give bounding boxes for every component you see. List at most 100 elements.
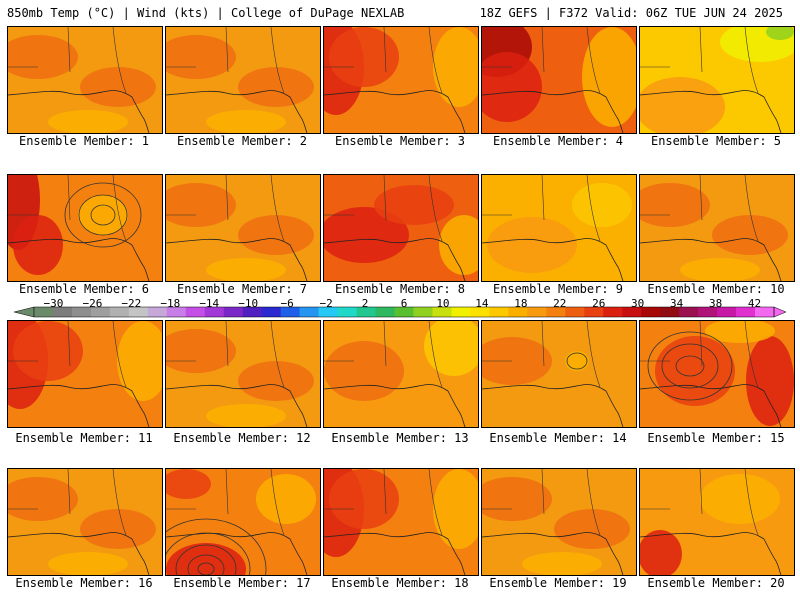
ensemble-member-panel: [639, 320, 795, 428]
temperature-region: [48, 552, 128, 575]
colorbar-segment: [337, 307, 358, 317]
colorbar-tick-label: 26: [592, 297, 606, 310]
coastline: [324, 384, 466, 427]
state-borders: [166, 469, 285, 536]
temperature-map: [8, 175, 150, 281]
ensemble-member-label: Ensemble Member: 10: [647, 282, 785, 296]
state-borders: [8, 321, 127, 388]
temperature-region: [78, 195, 128, 235]
colorbar-segment: [223, 307, 244, 317]
ensemble-member-label: Ensemble Member: 7: [176, 282, 308, 296]
temperature-region: [482, 52, 542, 122]
ensemble-member-panel: [481, 174, 637, 282]
colorbar-segment: [603, 307, 623, 317]
ensemble-member-label: Ensemble Member: 3: [334, 134, 466, 148]
temperature-region: [433, 27, 478, 107]
temperature-map: [482, 27, 636, 133]
state-borders: [324, 175, 443, 242]
colorbar-tick-label: 42: [747, 297, 762, 310]
temperature-region: [80, 509, 156, 549]
temperature-map: [640, 321, 794, 427]
temperature-map: [166, 321, 314, 427]
colorbar-segment: [489, 307, 509, 317]
ensemble-member-label: Ensemble Member: 2: [176, 134, 308, 148]
ensemble-member-panel: [481, 468, 637, 576]
temperature-map: [324, 321, 478, 427]
colorbar-tick-label: −18: [160, 297, 181, 310]
colorbar-segment: [375, 307, 396, 317]
ensemble-member-panel: [165, 174, 321, 282]
ensemble-member-label: Ensemble Member: 4: [492, 134, 624, 148]
temperature-region: [8, 35, 78, 79]
temperature-map: [324, 175, 478, 281]
colorbar-tick-label: 34: [670, 297, 684, 310]
colorbar-tick-label: −2: [319, 297, 333, 310]
ensemble-member-panel: [323, 26, 479, 134]
ensemble-member-label: Ensemble Member: 18: [331, 576, 469, 590]
temperature-region: [487, 217, 577, 273]
coastline: [324, 90, 466, 133]
temperature-region: [522, 552, 602, 575]
ensemble-member-panel: [323, 320, 479, 428]
colorbar-right-arrow: [773, 306, 787, 318]
temperature-map: [482, 175, 632, 281]
ensemble-member-label: Ensemble Member: 8: [334, 282, 466, 296]
colorbar-segment: [242, 307, 263, 317]
state-borders: [324, 321, 443, 388]
ensemble-member-label: Ensemble Member: 14: [489, 431, 627, 445]
colorbar-segment: [394, 307, 414, 317]
temperature-map: [324, 469, 478, 575]
coastline: [8, 238, 150, 281]
colorbar-segment: [736, 307, 756, 317]
state-borders: [8, 27, 127, 94]
colorbar-segment: [204, 307, 225, 317]
coastline: [166, 238, 308, 281]
colorbar-tick-label: 14: [475, 297, 489, 310]
height-contour: [64, 182, 142, 248]
temperature-map: [324, 27, 478, 133]
colorbar-segment: [565, 307, 585, 317]
coastline: [8, 90, 150, 133]
state-borders: [482, 469, 601, 536]
temperature-map: [640, 27, 794, 133]
temperature-map: [482, 469, 630, 575]
ensemble-member-panel: [323, 174, 479, 282]
ensemble-member-panel: [7, 468, 163, 576]
temperature-region: [746, 336, 794, 426]
state-borders: [482, 321, 601, 388]
colorbar-segment: [432, 307, 452, 317]
colorbar-segment: [261, 307, 282, 317]
colorbar-segment: [34, 307, 54, 317]
temperature-region: [80, 67, 156, 107]
height-contour: [90, 204, 116, 226]
ensemble-member-panel: [481, 320, 637, 428]
temperature-region: [238, 361, 314, 401]
ensemble-member-panel: [323, 468, 479, 576]
colorbar-tick-label: 6: [400, 297, 408, 310]
height-contour: [197, 562, 215, 575]
height-contour: [661, 343, 719, 389]
temperature-region: [166, 469, 211, 499]
state-borders: [482, 175, 601, 242]
temperature-region: [206, 258, 286, 281]
state-borders: [166, 175, 285, 242]
temperature-region: [117, 321, 162, 401]
ensemble-member-label: Ensemble Member: 17: [173, 576, 311, 590]
temperature-region: [206, 110, 286, 133]
state-borders: [166, 321, 285, 388]
temperature-region: [766, 27, 794, 40]
colorbar-segment: [90, 307, 111, 317]
coastline: [166, 532, 308, 575]
colorbar-segment: [356, 307, 377, 317]
height-contour: [647, 331, 733, 401]
colorbar-segment: [470, 307, 490, 317]
temperature-map: [8, 27, 156, 133]
temperature-colorbar: [13, 306, 787, 318]
colorbar-segment: [166, 307, 187, 317]
temperature-region: [565, 351, 589, 371]
colorbar-segment: [52, 307, 73, 317]
coastline: [324, 532, 466, 575]
ensemble-member-label: Ensemble Member: 12: [173, 431, 311, 445]
temperature-region: [439, 215, 478, 275]
temperature-region: [640, 183, 710, 227]
